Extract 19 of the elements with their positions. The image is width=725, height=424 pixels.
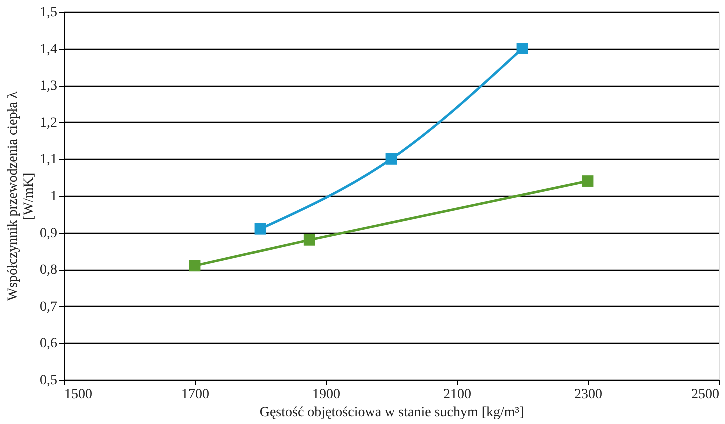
y-tick-label: 1,3 [40, 79, 58, 94]
x-tick-label: 2500 [692, 388, 720, 402]
y-tick-label: 1,2 [40, 116, 58, 131]
x-axis-title: Gęstość objętościowa w stanie suchym [kg/m³] [260, 406, 524, 420]
y-tick-label: 0,5 [40, 374, 58, 388]
x-tick-label: 1500 [64, 388, 92, 402]
x-tick-label: 2100 [444, 388, 472, 402]
y-tick-label: 0,8 [40, 263, 58, 278]
x-tick-label: 1700 [182, 388, 210, 402]
y-tick-label: 1,5 [40, 6, 58, 20]
y-tick-label: 0,7 [40, 300, 58, 315]
y-tick-label: 1,1 [40, 152, 58, 168]
x-tick-label: 1900 [312, 388, 340, 402]
y-tick-label: 1,4 [40, 42, 58, 58]
x-tick-label: 2300 [574, 388, 602, 402]
y-axis-title: Współczynnik przewodzenia ciepła λ [W/mK] [6, 92, 37, 302]
y-tick-label: 0,9 [40, 226, 58, 242]
y-tick-label: 0,6 [40, 336, 58, 352]
y-tick-label: 1 [50, 190, 58, 204]
